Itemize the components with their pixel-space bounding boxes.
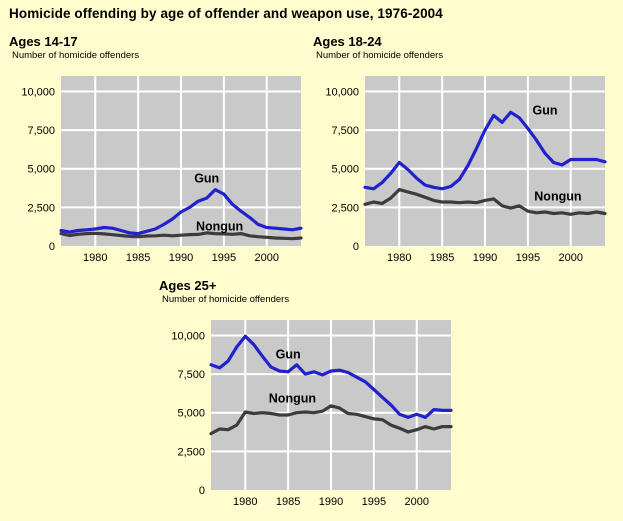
series-label-gun: Gun [276, 348, 301, 362]
line-chart-ages-18-24: 0 2,500 5,000 7,500 10,000 1980 1985 1990 1995 20… [325, 76, 607, 264]
panel-ylabel-ages-25-plus: Number of homicide offenders [162, 294, 290, 305]
series-line-gun [209, 334, 453, 420]
x-tick-label: 1980 [387, 252, 411, 264]
y-tick-label: 7,500 [27, 125, 55, 137]
panel-ylabel-ages-14-17: Number of homicide offenders [12, 50, 140, 61]
panel-title-ages-25-plus: Ages 25+ [159, 278, 217, 293]
y-tick-label: 5,000 [27, 164, 55, 176]
x-tick-label: 1990 [319, 496, 343, 508]
series-line-gun [363, 110, 607, 191]
axis-tick-labels: 0 2,500 5,000 7,500 10,000 1980 1985 1990 1995 20… [21, 86, 279, 264]
series-label-nongun: Nongun [534, 189, 581, 203]
line-chart-ages-14-17: 0 2,500 5,000 7,500 10,000 1980 1985 1990 1995 20… [21, 76, 303, 264]
x-tick-label: 1990 [473, 252, 497, 264]
gridlines [365, 76, 605, 246]
y-tick-label: 5,000 [331, 164, 359, 176]
y-tick-label: 0 [49, 241, 55, 253]
series-label-gun: Gun [533, 104, 558, 118]
panel-ages-25-plus: Ages 25+ Number of homicide offenders 0 2… [154, 278, 466, 512]
panel-ages-14-17: Ages 14-17 Number of homicide offenders … [4, 34, 316, 268]
y-tick-label: 7,500 [331, 125, 359, 137]
series-line-gun [59, 187, 303, 236]
y-tick-label: 5,000 [177, 408, 205, 420]
y-tick-label: 0 [353, 241, 359, 253]
y-tick-label: 10,000 [325, 86, 359, 98]
series-line-nongun [209, 404, 453, 436]
x-tick-label: 2000 [404, 496, 428, 508]
line-chart-ages-25-plus: 0 2,500 5,000 7,500 10,000 1980 1985 1990 1995 20… [171, 320, 453, 508]
panel-ages-18-24: Ages 18-24 Number of homicide offenders … [308, 34, 620, 268]
series-label-nongun: Nongun [196, 219, 243, 233]
x-tick-label: 1995 [212, 252, 236, 264]
x-tick-label: 1985 [276, 496, 300, 508]
x-tick-label: 1995 [516, 252, 540, 264]
y-tick-label: 7,500 [177, 369, 205, 381]
panel-title-ages-18-24: Ages 18-24 [313, 34, 382, 49]
series-line-nongun [59, 231, 303, 241]
series-label-gun: Gun [194, 172, 219, 186]
figure-title: Homicide offending by age of offender an… [9, 6, 443, 21]
y-tick-label: 2,500 [177, 446, 205, 458]
panel-ylabel-ages-18-24: Number of homicide offenders [316, 50, 444, 61]
y-tick-label: 2,500 [27, 202, 55, 214]
axis-tick-labels: 0 2,500 5,000 7,500 10,000 1980 1985 1990 1995 20… [325, 86, 583, 264]
y-tick-label: 0 [199, 485, 205, 497]
x-tick-label: 2000 [558, 252, 582, 264]
x-tick-label: 1985 [430, 252, 454, 264]
panel-title-ages-14-17: Ages 14-17 [9, 34, 78, 49]
axis-tick-labels: 0 2,500 5,000 7,500 10,000 1980 1985 1990 1995 20… [171, 330, 429, 508]
series-line-nongun [363, 187, 607, 216]
series-label-nongun: Nongun [269, 392, 316, 406]
gridlines [61, 76, 301, 246]
y-tick-label: 10,000 [171, 330, 205, 342]
x-tick-label: 1995 [362, 496, 386, 508]
y-tick-label: 10,000 [21, 86, 55, 98]
x-tick-label: 1980 [83, 252, 107, 264]
x-tick-label: 1990 [169, 252, 193, 264]
x-tick-label: 1980 [233, 496, 257, 508]
x-tick-label: 2000 [254, 252, 278, 264]
x-tick-label: 1985 [126, 252, 150, 264]
y-tick-label: 2,500 [331, 202, 359, 214]
